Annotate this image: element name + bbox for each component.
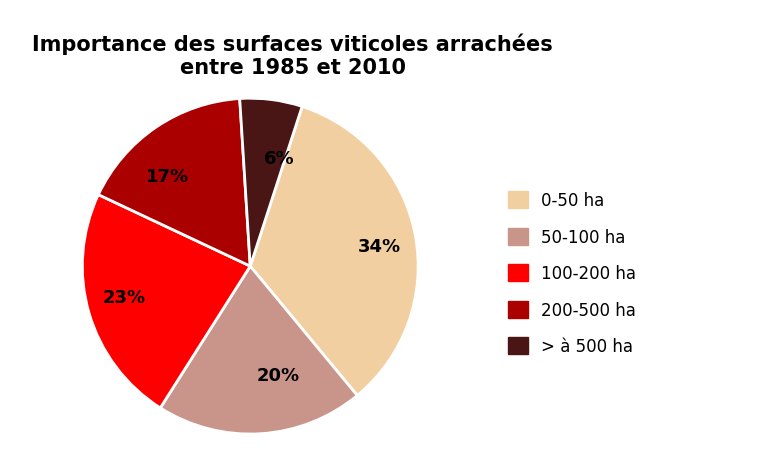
Wedge shape xyxy=(239,99,302,267)
Legend: 0-50 ha, 50-100 ha, 100-200 ha, 200-500 ha, > à 500 ha: 0-50 ha, 50-100 ha, 100-200 ha, 200-500 … xyxy=(507,192,636,356)
Text: 6%: 6% xyxy=(264,149,295,168)
Wedge shape xyxy=(99,99,250,267)
Wedge shape xyxy=(160,267,357,434)
Text: 17%: 17% xyxy=(146,168,189,186)
Wedge shape xyxy=(250,107,418,396)
Text: 20%: 20% xyxy=(257,366,300,384)
Text: 23%: 23% xyxy=(102,288,146,306)
Text: 34%: 34% xyxy=(357,237,400,255)
Wedge shape xyxy=(82,195,250,408)
Text: Importance des surfaces viticoles arrachées
entre 1985 et 2010: Importance des surfaces viticoles arrach… xyxy=(32,33,553,78)
